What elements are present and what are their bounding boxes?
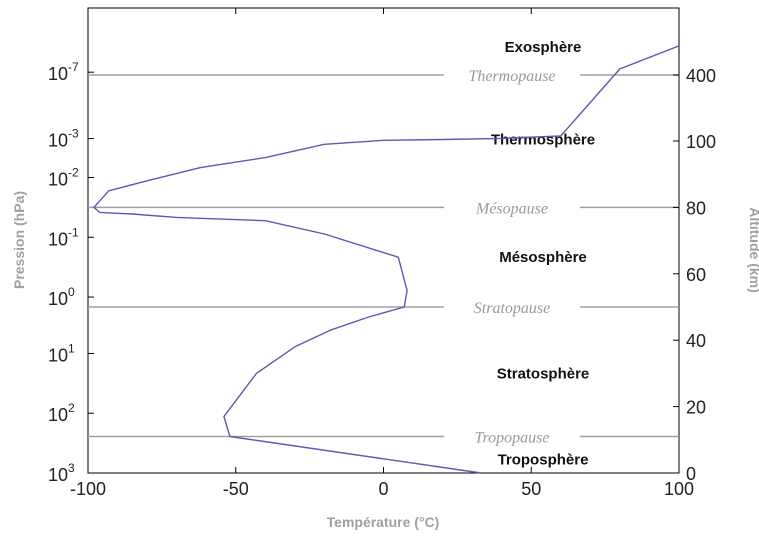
boundary-label: Thermopause: [468, 68, 555, 85]
x-tick-label: -100: [70, 479, 106, 499]
x-axis-ticks: -100 -50 0 50 100: [70, 8, 694, 499]
pressure-tick-label: 102: [48, 401, 75, 425]
pressure-tick-exponent: -3: [68, 127, 79, 141]
pressure-tick-label: 10-7: [48, 60, 79, 84]
x-tick-label: 0: [378, 479, 388, 499]
boundary-label-bg: [444, 66, 580, 84]
pressure-tick-label: 103: [48, 461, 75, 485]
altitude-tick-label: 60: [686, 265, 706, 285]
pressure-tick-exponent: 0: [68, 285, 75, 299]
pressure-tick-label: 100: [48, 285, 75, 309]
pressure-tick-base: 10: [48, 229, 68, 249]
pressure-tick-exponent: -2: [68, 166, 79, 180]
temperature-series: [93, 45, 680, 474]
x-axis-title: Température (°C): [327, 514, 440, 530]
boundary-label-bg: [444, 198, 580, 217]
pressure-tick-base: 10: [48, 289, 68, 309]
boundary-label-bg: [444, 427, 580, 446]
boundary-label: Stratopause: [474, 300, 550, 317]
pressure-tick-exponent: -7: [68, 60, 79, 74]
altitude-tick-label: 400: [686, 66, 716, 86]
boundary-labels: Thermopause Mésopause Stratopause Tropopaus…: [444, 66, 580, 446]
layer-label: Mésosphère: [499, 249, 587, 266]
layer-label: Troposphère: [498, 452, 589, 469]
layer-labels: Exosphère Thermosphère Mésosphère Stratosph…: [491, 39, 595, 469]
pressure-tick-label: 10-3: [48, 127, 79, 151]
pressure-tick-base: 10: [48, 170, 68, 190]
boundary-label-bg: [444, 298, 580, 316]
altitude-tick-label: 20: [686, 398, 706, 418]
boundary-label: Mésopause: [475, 200, 548, 217]
temperature-line: [93, 45, 680, 474]
x-tick-label: -50: [223, 479, 249, 499]
boundary-label: Tropopause: [475, 429, 550, 446]
pressure-tick-base: 10: [48, 131, 68, 151]
pressure-tick-base: 10: [48, 64, 68, 84]
layer-label: Exosphère: [505, 39, 582, 56]
boundary-lines: [88, 74, 679, 438]
layer-label: Stratosphère: [497, 365, 590, 382]
altitude-tick-label: 0: [686, 464, 696, 484]
right-axis-title: Altitude (km): [747, 207, 759, 293]
pressure-tick-label: 10-1: [48, 225, 79, 249]
plot-area: [87, 7, 680, 474]
pressure-tick-exponent: 1: [68, 341, 75, 355]
pressure-tick-label: 10-2: [48, 166, 79, 190]
altitude-tick-label: 80: [686, 198, 706, 218]
pressure-tick-exponent: 2: [68, 401, 75, 415]
altitude-tick-label: 100: [686, 132, 716, 152]
layer-label: Thermosphère: [491, 132, 595, 149]
pressure-tick-exponent: 3: [68, 461, 75, 475]
x-tick-label: 100: [664, 479, 694, 499]
pressure-tick-exponent: -1: [68, 225, 79, 239]
altitude-tick-label: 40: [686, 331, 706, 351]
x-tick-label: 50: [521, 479, 541, 499]
pressure-tick-base: 10: [48, 405, 68, 425]
left-axis-title: Pression (hPa): [11, 191, 27, 289]
pressure-tick-base: 10: [48, 345, 68, 365]
pressure-tick-base: 10: [48, 465, 68, 485]
pressure-tick-label: 101: [48, 341, 75, 365]
altitude-axis-ticks: 0 20 40 60 80 100 400: [673, 66, 716, 484]
